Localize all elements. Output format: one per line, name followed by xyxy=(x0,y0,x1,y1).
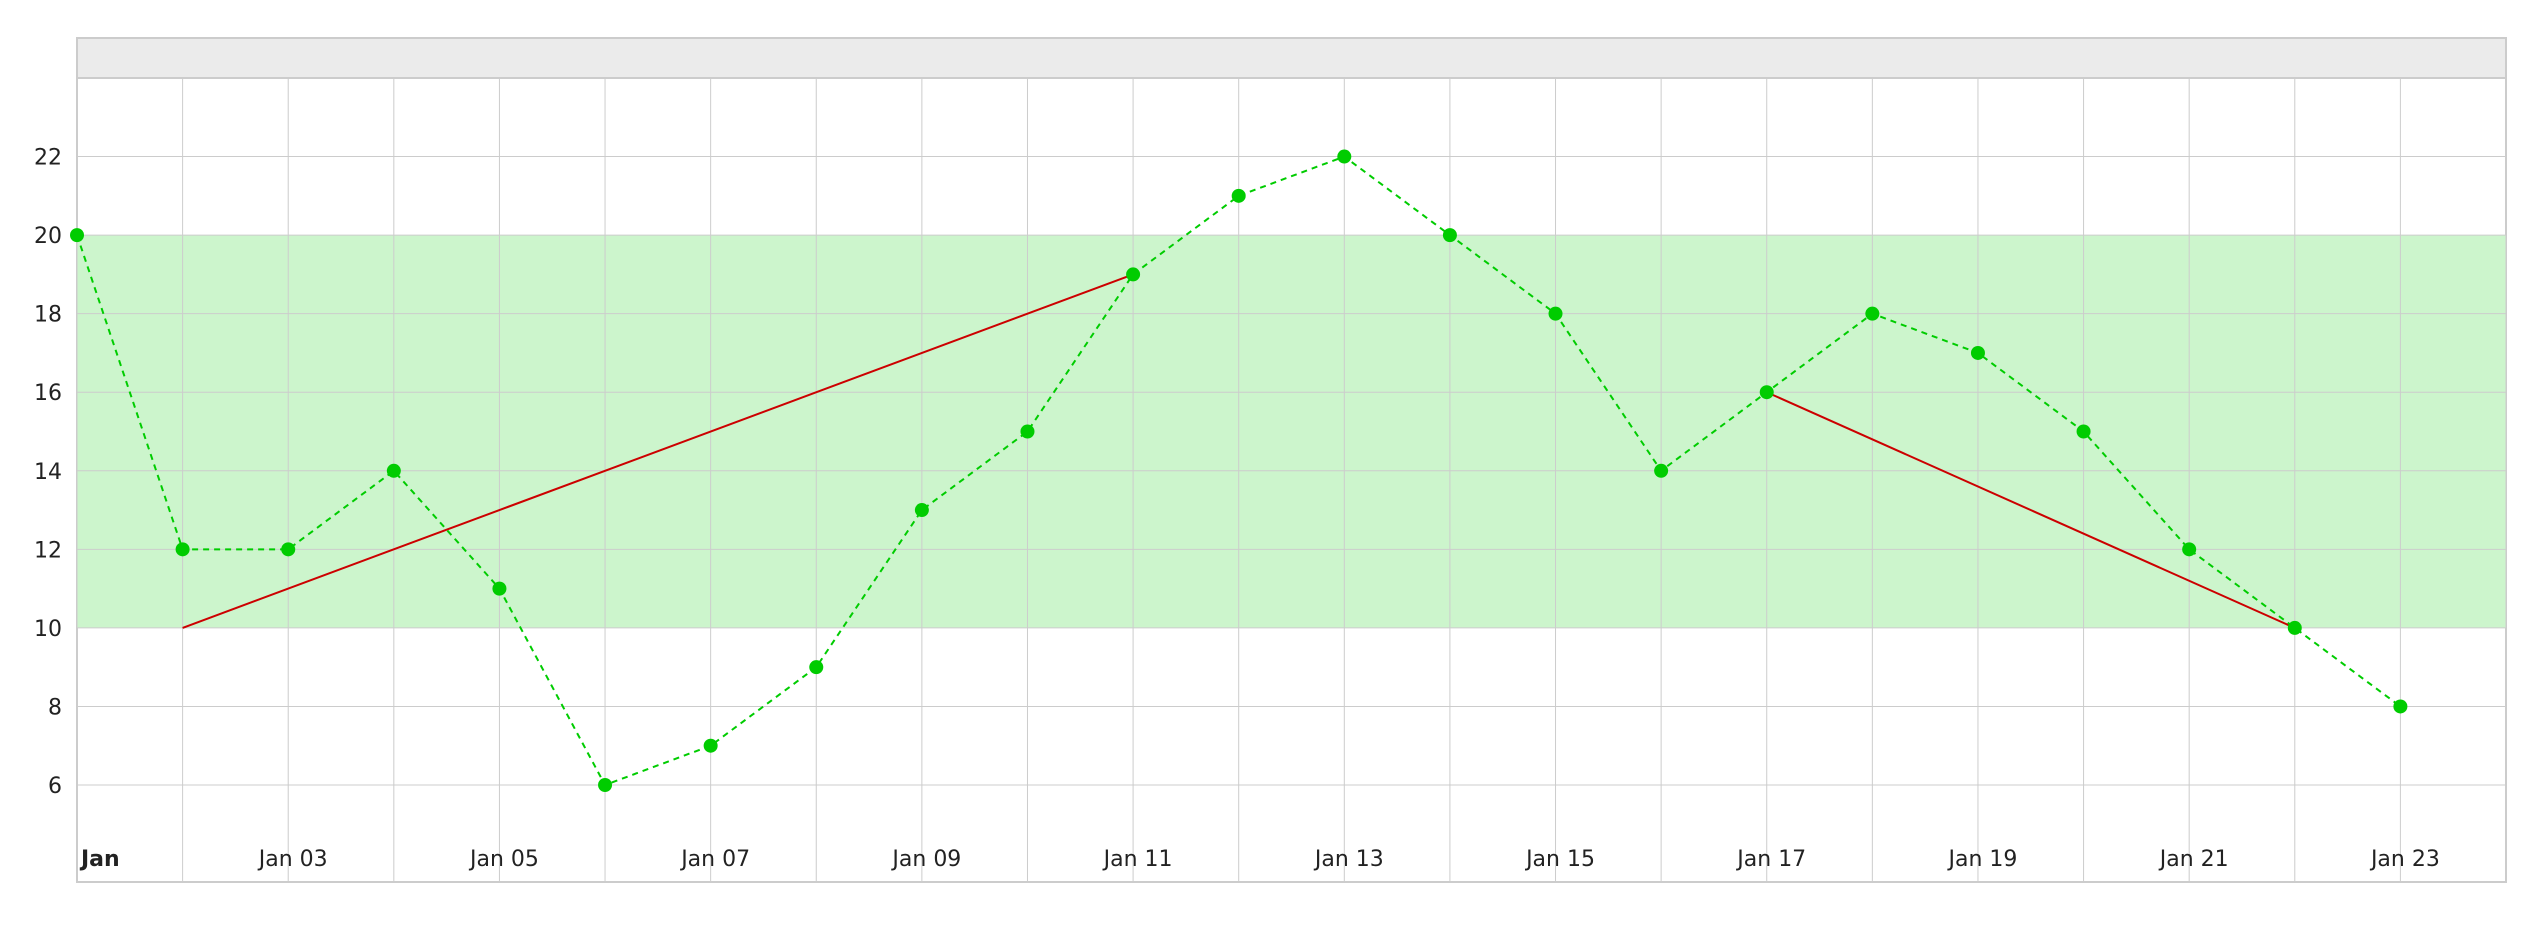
chart-header-bar xyxy=(76,37,2507,79)
data-point xyxy=(1548,306,1563,321)
data-point xyxy=(1970,345,1985,360)
data-point xyxy=(914,503,929,518)
data-point xyxy=(175,542,190,557)
data-point xyxy=(2076,424,2091,439)
data-point xyxy=(809,660,824,675)
data-point xyxy=(1865,306,1880,321)
data-point xyxy=(703,738,718,753)
data-point xyxy=(2287,620,2302,635)
x-tick-label: Jan 23 xyxy=(2369,847,2440,872)
threshold-band-area xyxy=(77,235,2506,628)
y-tick-label: 16 xyxy=(34,381,62,406)
series-polyline xyxy=(76,155,2401,787)
x-tick-label: Jan 13 xyxy=(1313,847,1384,872)
data-point xyxy=(2393,699,2408,714)
data-point xyxy=(1759,385,1774,400)
trend-line xyxy=(1766,391,2296,629)
trend-line xyxy=(182,273,1134,629)
trend-lines xyxy=(182,273,2296,629)
data-point xyxy=(281,542,296,557)
x-tick-label: Jan 09 xyxy=(890,847,961,872)
data-point xyxy=(598,778,613,793)
y-tick-label: 18 xyxy=(34,303,62,328)
x-tick-label: Jan 11 xyxy=(1102,847,1173,872)
data-point xyxy=(1020,424,1035,439)
data-point xyxy=(1442,228,1457,243)
data-point xyxy=(2182,542,2197,557)
x-tick-label: Jan xyxy=(79,847,120,872)
y-tick-label: 14 xyxy=(34,460,62,485)
data-point xyxy=(492,581,507,596)
y-tick-label: 20 xyxy=(34,224,62,249)
threshold-band xyxy=(77,235,2506,628)
data-point xyxy=(386,463,401,478)
y-axis-ticks: 6 8 10 12 14 16 18 20 22 xyxy=(34,146,62,799)
y-tick-label: 22 xyxy=(34,146,62,171)
x-tick-label: Jan 05 xyxy=(468,847,539,872)
y-tick-label: 12 xyxy=(34,538,62,563)
x-tick-label: Jan 15 xyxy=(1524,847,1595,872)
data-point xyxy=(1126,267,1141,282)
data-points xyxy=(70,149,2408,793)
x-axis-ticks: Jan Jan 03 Jan 05 Jan 07 Jan 09 Jan 11 Jan 13 J… xyxy=(79,847,2440,872)
x-tick-label: Jan 19 xyxy=(1947,847,2018,872)
data-point xyxy=(1231,188,1246,203)
x-tick-label: Jan 21 xyxy=(2158,847,2229,872)
y-tick-label: 10 xyxy=(34,617,62,642)
data-point xyxy=(1654,463,1669,478)
x-tick-label: Jan 17 xyxy=(1735,847,1806,872)
data-point xyxy=(1337,149,1352,164)
y-tick-label: 6 xyxy=(48,774,62,799)
x-tick-label: Jan 03 xyxy=(257,847,328,872)
series-line xyxy=(76,155,2401,787)
x-tick-label: Jan 07 xyxy=(679,847,750,872)
y-tick-label: 8 xyxy=(48,695,62,720)
data-point xyxy=(70,228,84,243)
